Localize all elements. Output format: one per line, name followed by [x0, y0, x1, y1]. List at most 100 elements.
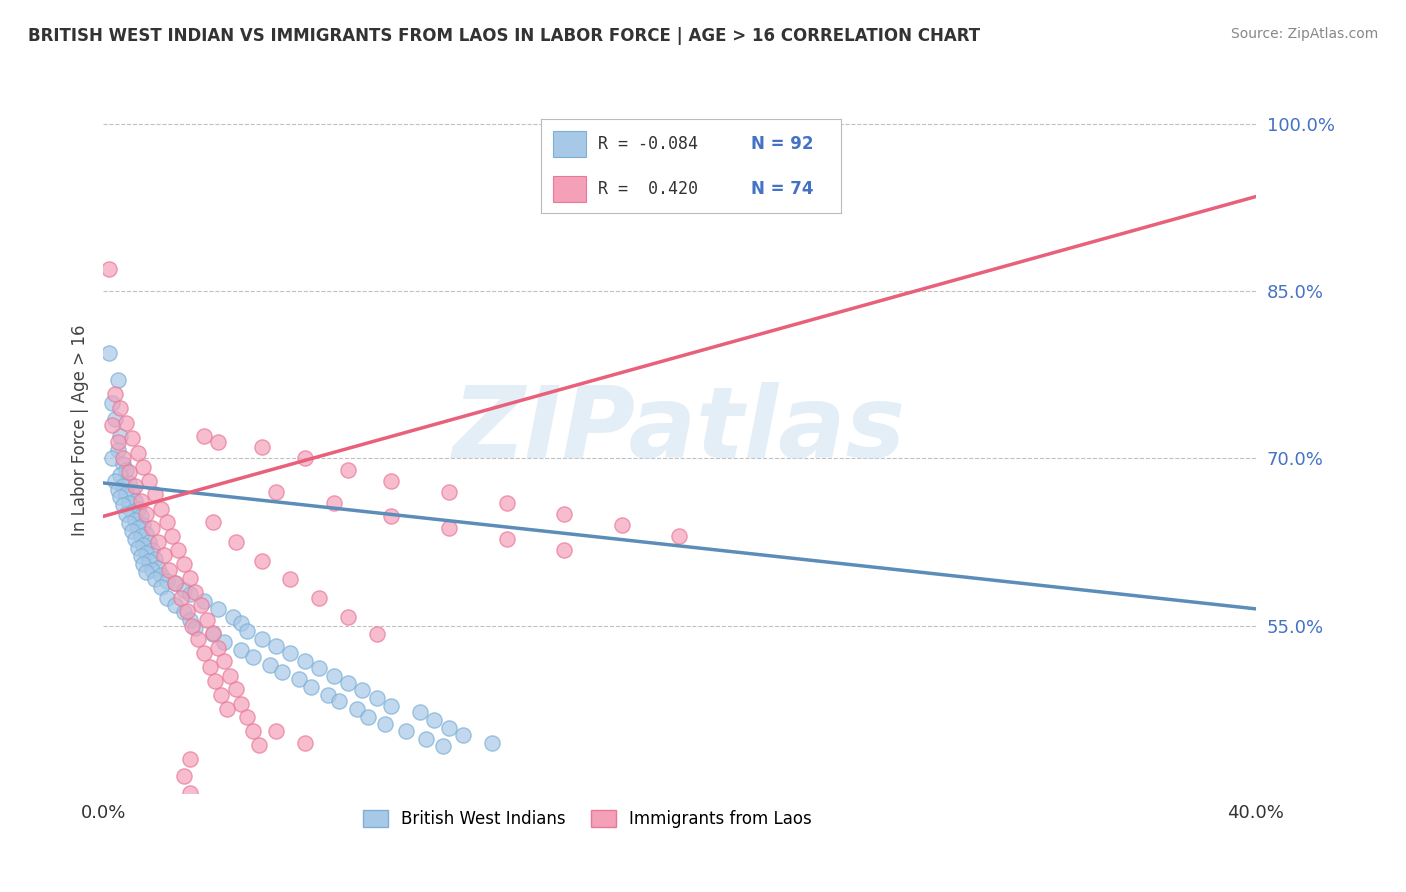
- Point: [553, 542, 575, 557]
- Point: [481, 735, 503, 749]
- Y-axis label: In Labor Force | Age > 16: In Labor Force | Age > 16: [72, 325, 89, 536]
- Point: [316, 688, 339, 702]
- Point: [110, 429, 132, 443]
- Point: [107, 434, 129, 449]
- Point: [127, 541, 149, 555]
- Point: [357, 710, 380, 724]
- Point: [352, 683, 374, 698]
- Point: [236, 710, 259, 724]
- Point: [129, 509, 152, 524]
- Text: ZIPatlas: ZIPatlas: [453, 382, 905, 479]
- Point: [146, 535, 169, 549]
- Point: [204, 674, 226, 689]
- Point: [115, 416, 138, 430]
- Point: [152, 549, 174, 563]
- Point: [432, 739, 454, 753]
- Point: [112, 451, 135, 466]
- Point: [100, 395, 122, 409]
- Point: [280, 572, 302, 586]
- Point: [143, 572, 166, 586]
- Point: [207, 434, 229, 449]
- Point: [165, 576, 187, 591]
- Point: [259, 657, 281, 672]
- Point: [294, 735, 316, 749]
- Point: [236, 624, 259, 639]
- Point: [207, 602, 229, 616]
- Point: [308, 591, 330, 605]
- Point: [149, 580, 172, 594]
- Point: [294, 451, 316, 466]
- Point: [149, 501, 172, 516]
- Point: [124, 493, 146, 508]
- Point: [222, 609, 245, 624]
- Point: [437, 520, 460, 534]
- Point: [437, 721, 460, 735]
- Point: [132, 538, 155, 552]
- Point: [179, 752, 201, 766]
- Point: [201, 627, 224, 641]
- Point: [328, 694, 350, 708]
- Point: [129, 549, 152, 564]
- Point: [165, 599, 187, 613]
- Point: [179, 786, 201, 800]
- Point: [453, 728, 475, 742]
- Point: [231, 616, 253, 631]
- Point: [143, 487, 166, 501]
- Point: [121, 431, 143, 445]
- Point: [270, 665, 292, 680]
- Point: [264, 724, 287, 739]
- Point: [100, 451, 122, 466]
- Legend: British West Indians, Immigrants from Laos: British West Indians, Immigrants from La…: [356, 804, 818, 835]
- Point: [495, 496, 517, 510]
- Point: [135, 507, 157, 521]
- Point: [118, 465, 141, 479]
- Point: [337, 462, 360, 476]
- Point: [107, 483, 129, 497]
- Point: [97, 262, 120, 277]
- Point: [107, 374, 129, 388]
- Point: [193, 647, 215, 661]
- Point: [337, 676, 360, 690]
- Point: [138, 474, 160, 488]
- Point: [118, 475, 141, 490]
- Point: [138, 554, 160, 568]
- Point: [187, 632, 209, 646]
- Point: [141, 542, 163, 557]
- Point: [118, 496, 141, 510]
- Point: [173, 582, 195, 597]
- Point: [337, 609, 360, 624]
- Point: [173, 558, 195, 572]
- Point: [322, 668, 344, 682]
- Point: [121, 484, 143, 499]
- Point: [179, 571, 201, 585]
- Point: [141, 563, 163, 577]
- Point: [155, 574, 177, 588]
- Point: [118, 516, 141, 530]
- Point: [143, 551, 166, 566]
- Point: [668, 529, 690, 543]
- Point: [115, 462, 138, 476]
- Point: [264, 484, 287, 499]
- Text: BRITISH WEST INDIAN VS IMMIGRANTS FROM LAOS IN LABOR FORCE | AGE > 16 CORRELATIO: BRITISH WEST INDIAN VS IMMIGRANTS FROM L…: [28, 27, 980, 45]
- Point: [322, 496, 344, 510]
- Point: [308, 661, 330, 675]
- Point: [112, 498, 135, 512]
- Point: [135, 565, 157, 579]
- Point: [181, 618, 204, 632]
- Point: [138, 535, 160, 549]
- Point: [115, 507, 138, 521]
- Point: [124, 479, 146, 493]
- Point: [346, 702, 368, 716]
- Point: [415, 732, 437, 747]
- Point: [132, 558, 155, 572]
- Point: [129, 493, 152, 508]
- Point: [173, 605, 195, 619]
- Point: [104, 387, 127, 401]
- Point: [112, 457, 135, 471]
- Point: [247, 738, 270, 752]
- Point: [201, 515, 224, 529]
- Point: [170, 591, 193, 605]
- Point: [219, 668, 242, 682]
- Point: [104, 412, 127, 426]
- Point: [124, 513, 146, 527]
